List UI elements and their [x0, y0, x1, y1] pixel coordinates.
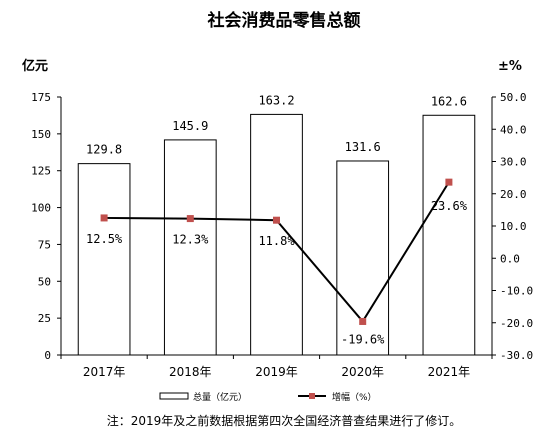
- x-tick-label: 2018年: [169, 365, 212, 379]
- footnote: 注：2019年及之前数据根据第四次全国经济普查结果进行了修订。: [107, 413, 462, 428]
- left-axis-unit: 亿元: [22, 58, 48, 74]
- left-tick-label: 75: [38, 238, 51, 251]
- plot-area: 175 150 125 100 75 50 25 0 50.0 40.0 30.0 20.0 10.0 0…: [31, 91, 533, 379]
- right-tick-label: 10.0: [500, 220, 527, 233]
- bar-data-label: 162.6: [431, 94, 467, 108]
- left-tick-label: 100: [31, 202, 51, 215]
- left-tick-label: 175: [31, 91, 51, 104]
- right-tick-label: -20.0: [500, 317, 533, 330]
- right-tick-label: 0.0: [500, 252, 520, 265]
- x-tick-label: 2019年: [255, 365, 298, 379]
- legend-item-bars: 总量（亿元）: [159, 391, 247, 403]
- bar-data-label: 145.9: [172, 119, 208, 133]
- legend-bar-swatch: [159, 392, 189, 400]
- left-tick-label: 25: [38, 312, 51, 325]
- bar-data-label: 163.2: [258, 93, 294, 107]
- growth-data-label: 12.5%: [86, 232, 123, 246]
- x-tick-label: 2020年: [341, 365, 384, 379]
- left-tick-label: 50: [38, 275, 51, 288]
- right-tick-label: -10.0: [500, 285, 533, 298]
- growth-data-label: 11.8%: [258, 234, 295, 248]
- bar: [422, 114, 476, 356]
- legend-bar-label: 总量（亿元）: [193, 391, 247, 403]
- left-tick-label: 0: [44, 349, 51, 362]
- growth-data-label: 23.6%: [431, 199, 468, 213]
- growth-data-label: 12.3%: [172, 233, 209, 247]
- legend-line-label: 增幅（%）: [332, 391, 377, 403]
- growth-marker: [359, 317, 367, 325]
- bar-data-label: 131.6: [345, 140, 381, 154]
- bar-data-label: 129.8: [86, 143, 122, 157]
- legend: 总量（亿元） 增幅（%）: [159, 391, 377, 403]
- x-tick-label: 2021年: [428, 365, 471, 379]
- bar: [250, 113, 303, 356]
- bar: [163, 139, 217, 356]
- growth-marker: [186, 215, 194, 223]
- right-tick-label: -30.0: [500, 349, 533, 362]
- right-tick-label: 30.0: [500, 156, 527, 169]
- left-tick-label: 125: [31, 165, 51, 178]
- right-tick-label: 20.0: [500, 188, 527, 201]
- legend-marker-swatch: [309, 393, 315, 399]
- right-tick-label: 40.0: [500, 123, 527, 136]
- chart-title: 社会消费品零售总额: [207, 10, 361, 31]
- legend-item-line: 增幅（%）: [298, 391, 377, 403]
- right-axis-unit: ±%: [498, 59, 522, 74]
- growth-marker: [100, 214, 108, 222]
- growth-marker: [445, 178, 453, 186]
- left-tick-label: 150: [31, 128, 51, 141]
- bar: [77, 163, 131, 356]
- bar: [336, 160, 390, 356]
- growth-marker: [273, 216, 280, 224]
- x-tick-label: 2017年: [83, 365, 126, 379]
- growth-data-label: -19.6%: [341, 332, 385, 346]
- right-tick-label: 50.0: [500, 91, 527, 104]
